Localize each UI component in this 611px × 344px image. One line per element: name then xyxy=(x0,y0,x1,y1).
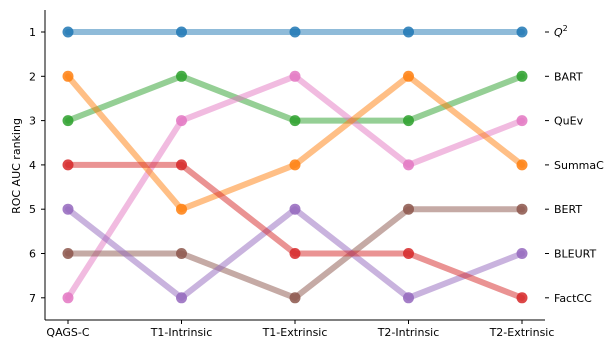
data-point xyxy=(176,26,187,38)
data-point xyxy=(516,70,528,82)
data-point xyxy=(289,292,301,304)
data-point xyxy=(516,203,528,215)
data-point xyxy=(289,248,301,259)
series-points xyxy=(62,26,528,304)
data-point xyxy=(403,203,414,215)
data-point xyxy=(176,203,187,215)
x-tick-label: T2-Intrinsic xyxy=(377,326,440,339)
y-tick-label: 7 xyxy=(29,292,36,305)
y-tick-label: 3 xyxy=(29,115,36,128)
data-point xyxy=(176,159,187,171)
y-tick-label: 1 xyxy=(29,26,36,39)
data-point xyxy=(403,159,414,171)
series-label: FactCC xyxy=(554,292,592,305)
axes: 1 2 3 4 5 6 7 QAGS-C T1-Intrinsic T1-Extrinsic T2-… xyxy=(29,10,554,339)
data-point xyxy=(516,115,528,127)
data-point xyxy=(62,248,74,259)
data-point xyxy=(176,70,187,82)
data-point xyxy=(516,292,528,304)
data-point xyxy=(176,292,187,304)
series-label: QuEv xyxy=(554,115,584,128)
data-point xyxy=(516,159,528,171)
series-labels: Q2 BART QuEv SummaC BERT BLEURT FactCC xyxy=(545,24,604,305)
data-point xyxy=(403,115,414,127)
data-point xyxy=(403,248,414,259)
data-point xyxy=(289,203,301,215)
data-point xyxy=(62,115,74,127)
y-tick-label: 2 xyxy=(29,70,36,83)
y-axis-label: ROC AUC ranking xyxy=(10,118,23,214)
y-tick-label: 6 xyxy=(29,248,36,261)
data-point xyxy=(62,70,74,82)
data-point xyxy=(289,70,301,82)
x-tick-label: T1-Intrinsic xyxy=(150,326,213,339)
data-point xyxy=(289,26,301,38)
data-point xyxy=(62,292,74,304)
y-tick-label: 5 xyxy=(29,203,36,216)
data-point xyxy=(403,70,414,82)
data-point xyxy=(62,26,74,38)
series-label: BERT xyxy=(554,203,582,216)
series-label: BART xyxy=(554,70,583,83)
data-point xyxy=(403,26,414,38)
data-point xyxy=(403,292,414,304)
data-point xyxy=(176,248,187,259)
series-label: SummaC xyxy=(554,159,604,172)
data-point xyxy=(176,115,187,127)
data-point xyxy=(289,159,301,171)
data-point xyxy=(516,26,528,38)
x-tick-label: QAGS-C xyxy=(46,326,89,339)
data-point xyxy=(289,115,301,127)
series-label: Q2 xyxy=(554,24,568,39)
data-point xyxy=(516,248,528,259)
x-tick-label: T2-Extrinsic xyxy=(489,326,555,339)
series-label: BLEURT xyxy=(554,248,597,261)
data-point xyxy=(62,159,74,171)
y-tick-label: 4 xyxy=(29,159,36,172)
x-tick-label: T1-Extrinsic xyxy=(262,326,328,339)
data-point xyxy=(62,203,74,215)
